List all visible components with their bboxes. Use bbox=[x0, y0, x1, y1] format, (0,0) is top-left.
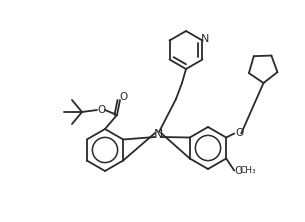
Text: O: O bbox=[120, 92, 128, 102]
Text: O: O bbox=[235, 129, 243, 139]
Text: N: N bbox=[153, 129, 163, 141]
Text: CH₃: CH₃ bbox=[240, 166, 257, 175]
Text: N: N bbox=[201, 34, 210, 44]
Text: O: O bbox=[234, 165, 242, 176]
Text: O: O bbox=[97, 105, 105, 115]
